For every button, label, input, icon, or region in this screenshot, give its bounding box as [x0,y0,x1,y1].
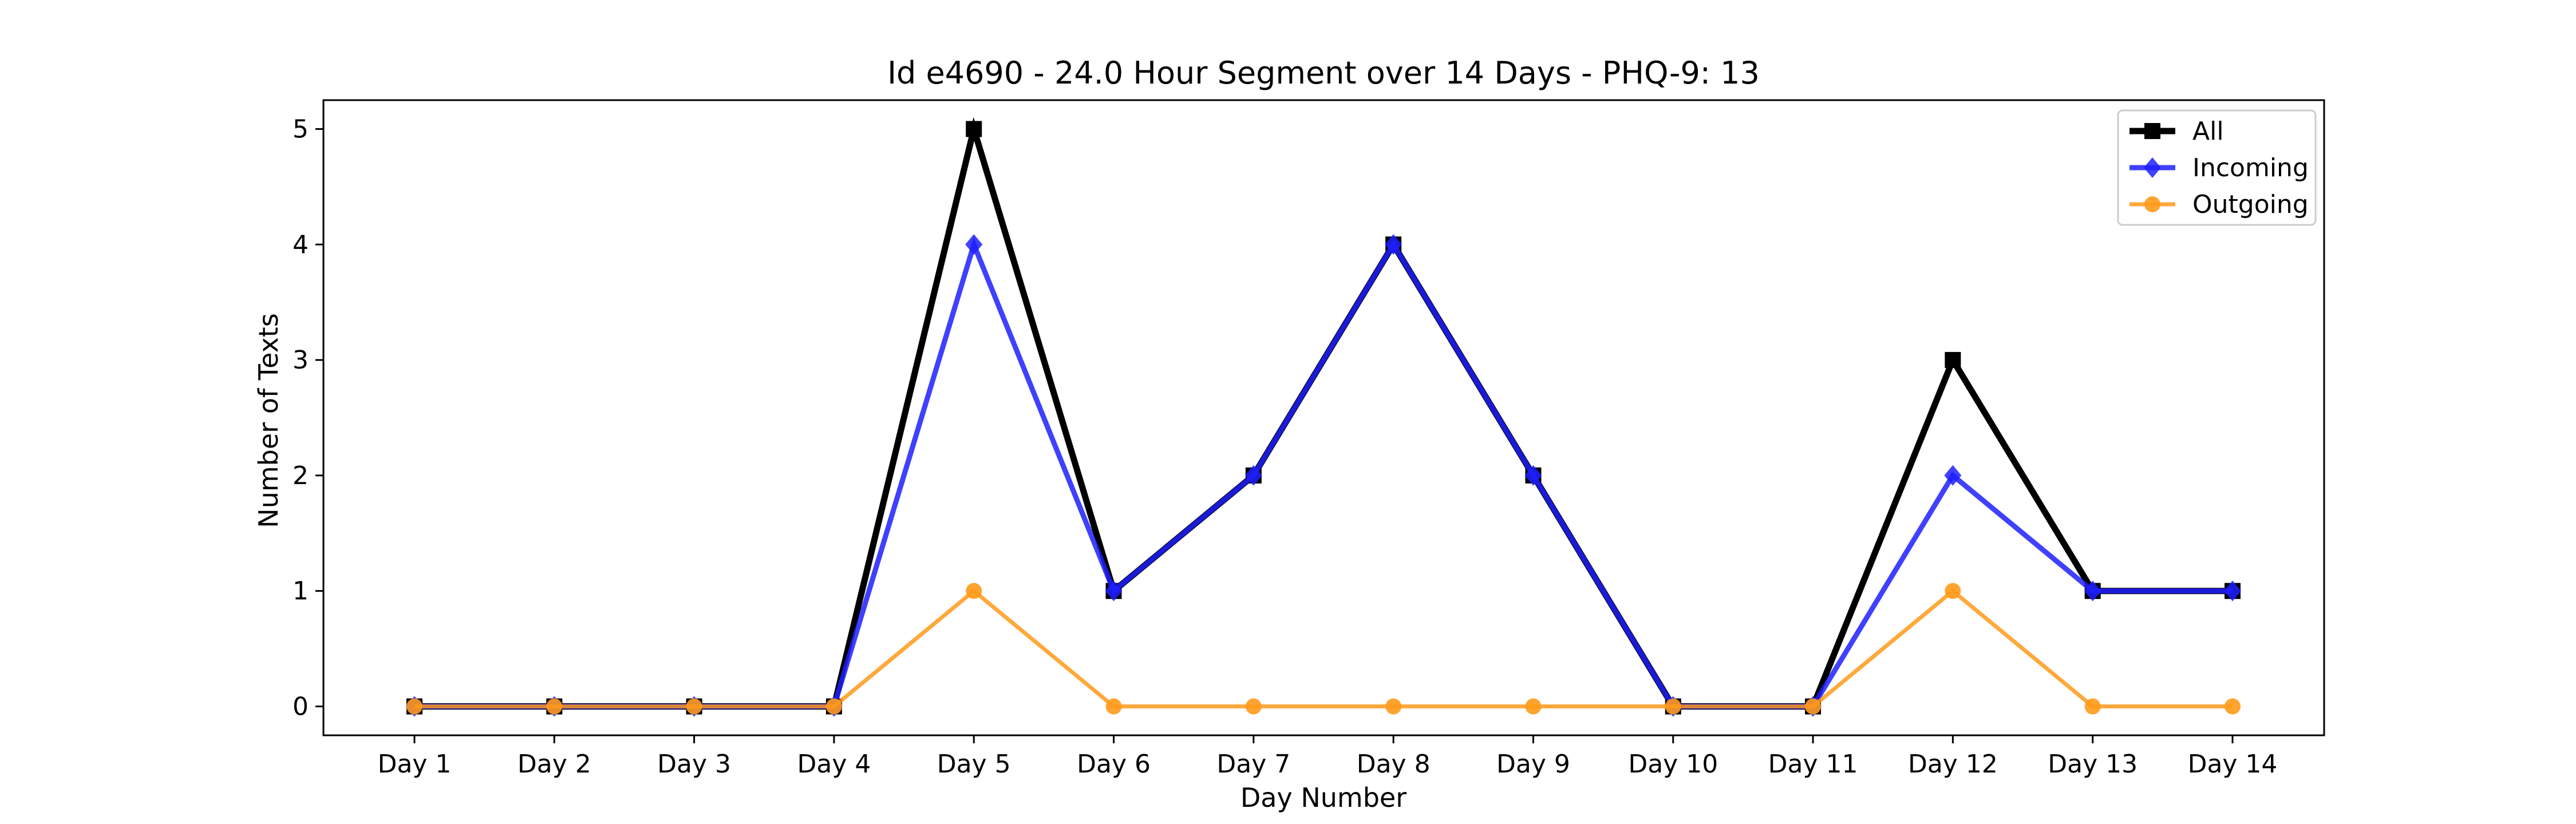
data-point-outgoing [1105,698,1122,715]
x-axis-label: Day Number [1240,782,1406,813]
legend-label-all: All [2192,117,2224,146]
data-point-outgoing [1525,698,1542,715]
data-point-outgoing [1805,698,1822,715]
series-line-outgoing [414,588,2233,709]
chart-title: Id e4690 - 24.0 Hour Segment over 14 Day… [887,55,1760,91]
data-point-incoming [2084,580,2101,601]
legend: All Incoming Outgoing [2117,109,2317,226]
series-outgoing [406,583,2241,715]
data-point-outgoing [406,698,422,715]
y-tick-label: 1 [293,577,309,606]
legend-item-all: All [2129,117,2224,146]
legend-item-outgoing: Outgoing [2129,190,2309,219]
plot-frame [322,99,2325,736]
data-point-incoming [965,234,983,255]
data-point-incoming [1105,580,1123,601]
x-tick-label: Day 6 [1077,750,1151,779]
data-point-outgoing [1945,583,1961,599]
x-tick-label: Day 8 [1357,750,1431,779]
x-tick-label: Day 13 [2048,750,2138,779]
series-incoming [406,234,2241,717]
data-point-outgoing [546,698,563,715]
y-tick-label: 4 [293,230,309,259]
legend-label-incoming: Incoming [2192,153,2309,183]
x-tick-label: Day 2 [517,750,591,779]
legend-label-outgoing: Outgoing [2192,190,2309,219]
series-all [406,117,2241,715]
data-point-outgoing [686,698,702,715]
x-tick-label: Day 5 [937,750,1011,779]
data-point-outgoing [825,698,842,715]
x-tick-label: Day 11 [1768,750,1858,779]
data-point-incoming [2224,580,2241,601]
data-point-incoming [1244,465,1262,486]
legend-marker-incoming [2144,157,2161,178]
data-point-outgoing [2084,698,2101,715]
data-point-outgoing [966,583,982,599]
data-point-incoming [1524,465,1542,486]
y-tick-label: 2 [293,461,309,490]
x-tick-label: Day 3 [657,750,731,779]
data-point-outgoing [1385,698,1402,715]
x-tick-label: Day 14 [2188,750,2278,779]
plot-area: 0 1 2 3 4 5 Day 1 Day 2 Day 3 Day 4 Day 5 Day 6 Day … [293,99,2325,779]
y-tick-label: 5 [293,114,309,144]
data-point-outgoing [2225,698,2241,715]
y-tick-label: 3 [293,346,309,375]
data-point-all [1945,352,1961,369]
data-point-all [966,121,982,137]
x-tick-label: Day 12 [1908,750,1998,779]
legend-box [2117,109,2317,226]
y-tick-label: 0 [293,692,309,722]
legend-item-incoming: Incoming [2129,153,2309,183]
data-point-outgoing [1245,698,1262,715]
x-tick-label: Day 4 [797,750,871,779]
legend-marker-all [2144,123,2160,139]
x-tick-label: Day 7 [1216,750,1290,779]
data-point-outgoing [1665,698,1681,715]
data-point-incoming [1944,465,1962,486]
x-tick-label: Day 1 [378,750,452,779]
y-axis-label: Number of Texts [253,313,284,528]
data-point-incoming [1385,234,1402,255]
x-tick-label: Day 9 [1496,750,1570,779]
series-line-all [414,117,2233,710]
x-tick-label: Day 10 [1628,750,1718,779]
legend-marker-outgoing [2144,196,2160,212]
